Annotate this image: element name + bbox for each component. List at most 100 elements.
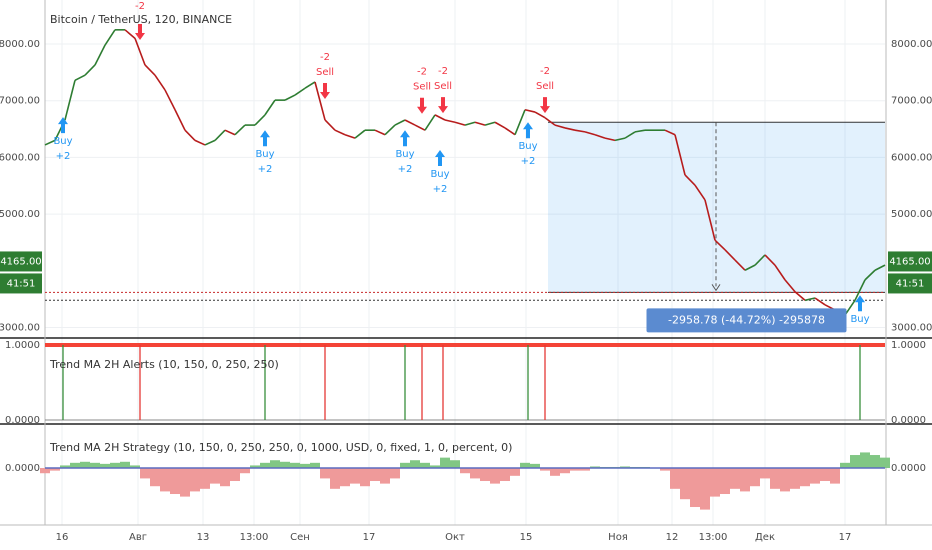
price-segment [374,129,386,136]
y-tick-label: 5000.00 [891,209,932,220]
strategy-bar [140,468,150,479]
signal-label: Sell [434,81,452,92]
x-tick-label: Окт [445,532,465,543]
price-segment [214,129,226,141]
strategy-bar [670,468,680,489]
strategy-bar [80,461,90,469]
strategy-bar [320,468,330,479]
strategy-bar [250,465,260,469]
price-segment [394,119,406,126]
strategy-bar [550,468,560,476]
strategy-bar [100,463,110,469]
price-segment [424,114,436,131]
price-segment [144,64,156,76]
sell-arrow [417,97,427,114]
x-tick-label: 13:00 [240,532,269,543]
price-segment [614,137,626,142]
price-segment [174,109,186,131]
price-segment [164,89,176,111]
y-tick-label: 1.0000 [891,340,926,351]
price-segment [524,108,536,113]
x-tick-label: 17 [839,532,852,543]
price-segment [584,131,596,136]
x-tick-label: 17 [363,532,376,543]
strategy-bar [860,452,870,469]
price-segment [634,129,646,133]
price-segment [444,119,456,124]
measure-label: -2958.78 (-44.72%) -295878 [668,313,825,326]
strategy-bar [580,468,590,471]
signal-label: Sell [316,67,334,78]
price-badge [888,251,932,272]
strategy-bar [120,461,130,469]
buy-arrow [523,122,533,139]
price-segment [534,111,546,119]
price-segment [724,249,736,261]
signal-label: Buy [255,149,274,160]
strategy-bar [90,462,100,469]
y-tick-label: 8000.00 [891,39,932,50]
signal-amount: +2 [521,156,536,167]
price-segment [594,133,606,139]
strategy-bar [620,466,630,469]
x-tick-label: 13:00 [699,532,728,543]
grid [45,0,885,525]
price-segment [604,137,616,142]
signal-label: Sell [536,81,554,92]
price-segment [494,121,506,129]
price-segment [84,64,96,76]
signal-amount: -2 [417,67,427,78]
strategy-bar [220,468,230,487]
strategy-bar [450,460,460,469]
y-tick-label: 3000.00 [0,323,40,334]
pane-title: Trend MA 2H Alerts (10, 150, 0, 250, 250… [49,358,279,371]
strategy-bar [660,468,670,471]
y-tick-label: 8000.00 [0,39,40,50]
strategy-bar [870,455,880,469]
price-segment [304,81,316,89]
strategy-bar [200,468,210,489]
price-segment [94,44,106,66]
strategy-bar [40,468,50,474]
strategy-bar [720,468,730,495]
price-segment [564,127,576,131]
x-tick-label: Дек [755,532,775,543]
signal-amount: +2 [433,184,448,195]
strategy-bar [310,462,320,469]
price-segment [234,124,246,136]
x-tick-label: Авг [129,532,147,543]
strategy-bar [150,468,160,487]
strategy-bar [780,468,790,492]
strategy-bar [590,466,600,469]
price-segment [544,117,556,126]
price-segment [814,297,826,306]
price-segment [514,109,526,136]
countdown-badge [888,273,932,294]
y-tick-label: 0.0000 [5,463,40,474]
strategy-bar [700,468,710,510]
x-tick-label: 13 [197,532,210,543]
strategy-bar [270,460,280,469]
strategy-bar [460,468,470,474]
strategy-bar [530,463,540,469]
y-tick-label: 7000.00 [0,96,40,107]
strategy-bar [800,468,810,487]
countdown-label: 41:51 [896,278,925,289]
strategy-bar [680,468,690,500]
strategy-bar [110,462,120,469]
price-segment [694,184,706,201]
signal-amount: -2 [320,52,330,63]
strategy-bar [390,468,400,479]
strategy-bar [420,462,430,469]
x-tick-label: 16 [56,532,69,543]
pane-title: Bitcoin / TetherUS, 120, BINANCE [50,13,232,26]
price-segment [774,264,786,281]
strategy-bar [180,468,190,497]
strategy-bar [880,457,890,469]
price-segment [344,133,356,139]
price-segment [134,38,146,66]
strategy-bar [370,468,380,482]
price-segment [104,29,116,46]
price-segment [684,174,696,186]
price-segment [324,119,336,131]
